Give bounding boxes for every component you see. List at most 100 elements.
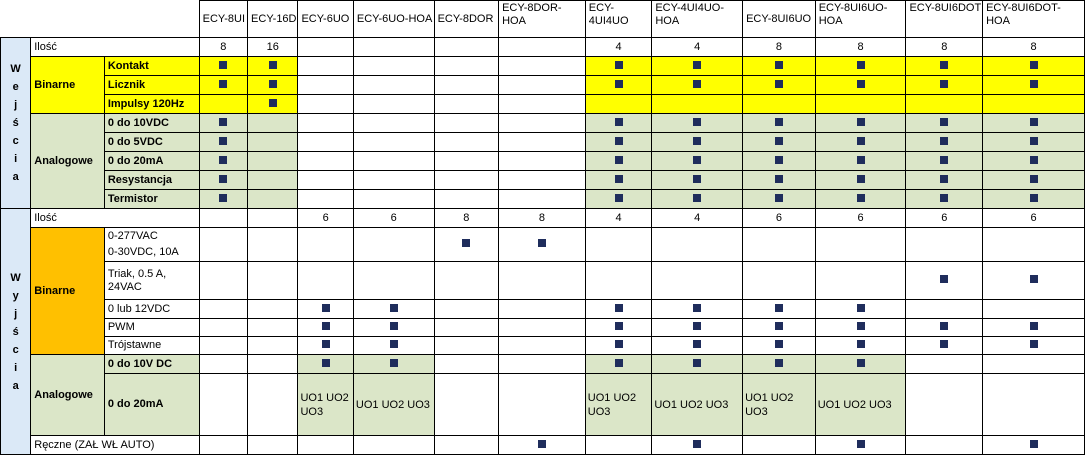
marker-cell [742, 189, 816, 209]
row-label: Trójstawne [103, 336, 200, 355]
marker-cell [352, 354, 435, 374]
filled-square-icon [693, 117, 702, 126]
filled-square-icon [693, 322, 702, 330]
filled-square-icon [940, 117, 949, 126]
row-label: Kontakt [103, 56, 200, 76]
filled-square-icon [940, 174, 949, 183]
marker-cell [651, 132, 744, 152]
marker-cell [814, 435, 907, 455]
marker-cell [651, 56, 744, 76]
table-row: 0-30VDC, 10A [1, 244, 1085, 262]
count-cell: 4 [651, 37, 744, 57]
filled-square-icon [389, 322, 398, 330]
col-header: ECY-8DOR-HOA [498, 0, 586, 38]
filled-square-icon [321, 322, 330, 330]
marker-cell [742, 318, 816, 337]
marker-cell [742, 113, 816, 133]
marker-cell [982, 189, 1085, 209]
count-cell: 8 [198, 37, 249, 57]
uo-list: UO1 UO2 UO3 [352, 373, 435, 436]
count-cell [352, 37, 435, 57]
filled-square-icon [1029, 117, 1038, 126]
marker-cell [982, 151, 1085, 171]
filled-square-icon [1029, 79, 1038, 88]
count-cell: 6 [905, 208, 984, 228]
count-cell: 8 [814, 37, 907, 57]
uo-list: UO1 UO2 UO3 [297, 373, 354, 436]
count-cell [198, 208, 249, 228]
count-label: Ilość [30, 37, 200, 57]
row-label: Triak, 0.5 A, 24VAC [103, 261, 200, 300]
header-row: ECY-8UI ECY-16DI ECY-6UO ECY-6UO-HOA ECY… [0, 0, 1085, 38]
output-analog-label: Analogowe [30, 354, 105, 436]
filled-square-icon [219, 79, 228, 88]
filled-square-icon [1029, 193, 1038, 202]
filled-square-icon [856, 79, 865, 88]
filled-square-icon [614, 79, 623, 88]
filled-square-icon [268, 98, 277, 107]
count-cell [433, 37, 500, 57]
row-label: Licznik [103, 75, 200, 95]
filled-square-icon [774, 340, 783, 348]
filled-square-icon [614, 155, 623, 164]
filled-square-icon [693, 439, 702, 448]
count-cell: 4 [584, 208, 653, 228]
filled-square-icon [1029, 174, 1038, 183]
marker-cell [297, 336, 354, 355]
marker-cell [905, 261, 984, 300]
marker-cell [982, 56, 1085, 76]
table-row: Impulsy 120Hz [1, 94, 1085, 114]
filled-square-icon [774, 322, 783, 330]
marker-cell [247, 75, 299, 95]
marker-cell [905, 170, 984, 190]
input-analog-label: Analogowe [30, 113, 105, 209]
row-label: 0-277VAC [103, 227, 200, 245]
filled-square-icon [219, 60, 228, 69]
table-row: Trójstawne [1, 336, 1085, 355]
filled-square-icon [774, 60, 783, 69]
filled-square-icon [940, 193, 949, 202]
row-label: 0 do 20mA [103, 373, 200, 436]
count-cell: 6 [814, 208, 907, 228]
col-header: ECY-8UI6UO-HOA [814, 0, 907, 38]
filled-square-icon [321, 303, 330, 312]
marker-cell [814, 299, 907, 319]
row-label: PWM [103, 318, 200, 337]
marker-cell [982, 75, 1085, 95]
marker-cell [584, 75, 653, 95]
marker-cell [814, 56, 907, 76]
filled-square-icon [537, 439, 546, 448]
filled-square-icon [856, 155, 865, 164]
row-label: 0 lub 12VDC [103, 299, 200, 319]
filled-square-icon [1029, 275, 1038, 283]
marker-cell [814, 336, 907, 355]
filled-square-icon [774, 303, 783, 312]
marker-cell [584, 151, 653, 171]
row-label: 0 do 5VDC [103, 132, 200, 152]
marker-cell [297, 299, 354, 319]
uo-list: UO1 UO2 UO3 [742, 373, 816, 436]
filled-square-icon [321, 358, 330, 367]
marker-cell [742, 56, 816, 76]
filled-square-icon [856, 439, 865, 448]
marker-cell [584, 113, 653, 133]
count-cell [498, 37, 586, 57]
filled-square-icon [940, 155, 949, 164]
marker-cell [584, 189, 653, 209]
marker-cell [742, 151, 816, 171]
filled-square-icon [1029, 439, 1038, 448]
filled-square-icon [219, 117, 228, 126]
col-header: ECY-6UO-HOA [352, 0, 435, 38]
table-row: PWM [1, 318, 1085, 337]
marker-cell [584, 56, 653, 76]
col-header: ECY-6UO [297, 0, 354, 38]
filled-square-icon [268, 79, 277, 88]
row-label: Resystancja [103, 170, 200, 190]
filled-square-icon [774, 358, 783, 367]
table-row: 0 do 5VDC [1, 132, 1085, 152]
marker-cell [247, 56, 299, 76]
marker-cell [198, 75, 249, 95]
marker-cell [651, 113, 744, 133]
filled-square-icon [774, 136, 783, 145]
